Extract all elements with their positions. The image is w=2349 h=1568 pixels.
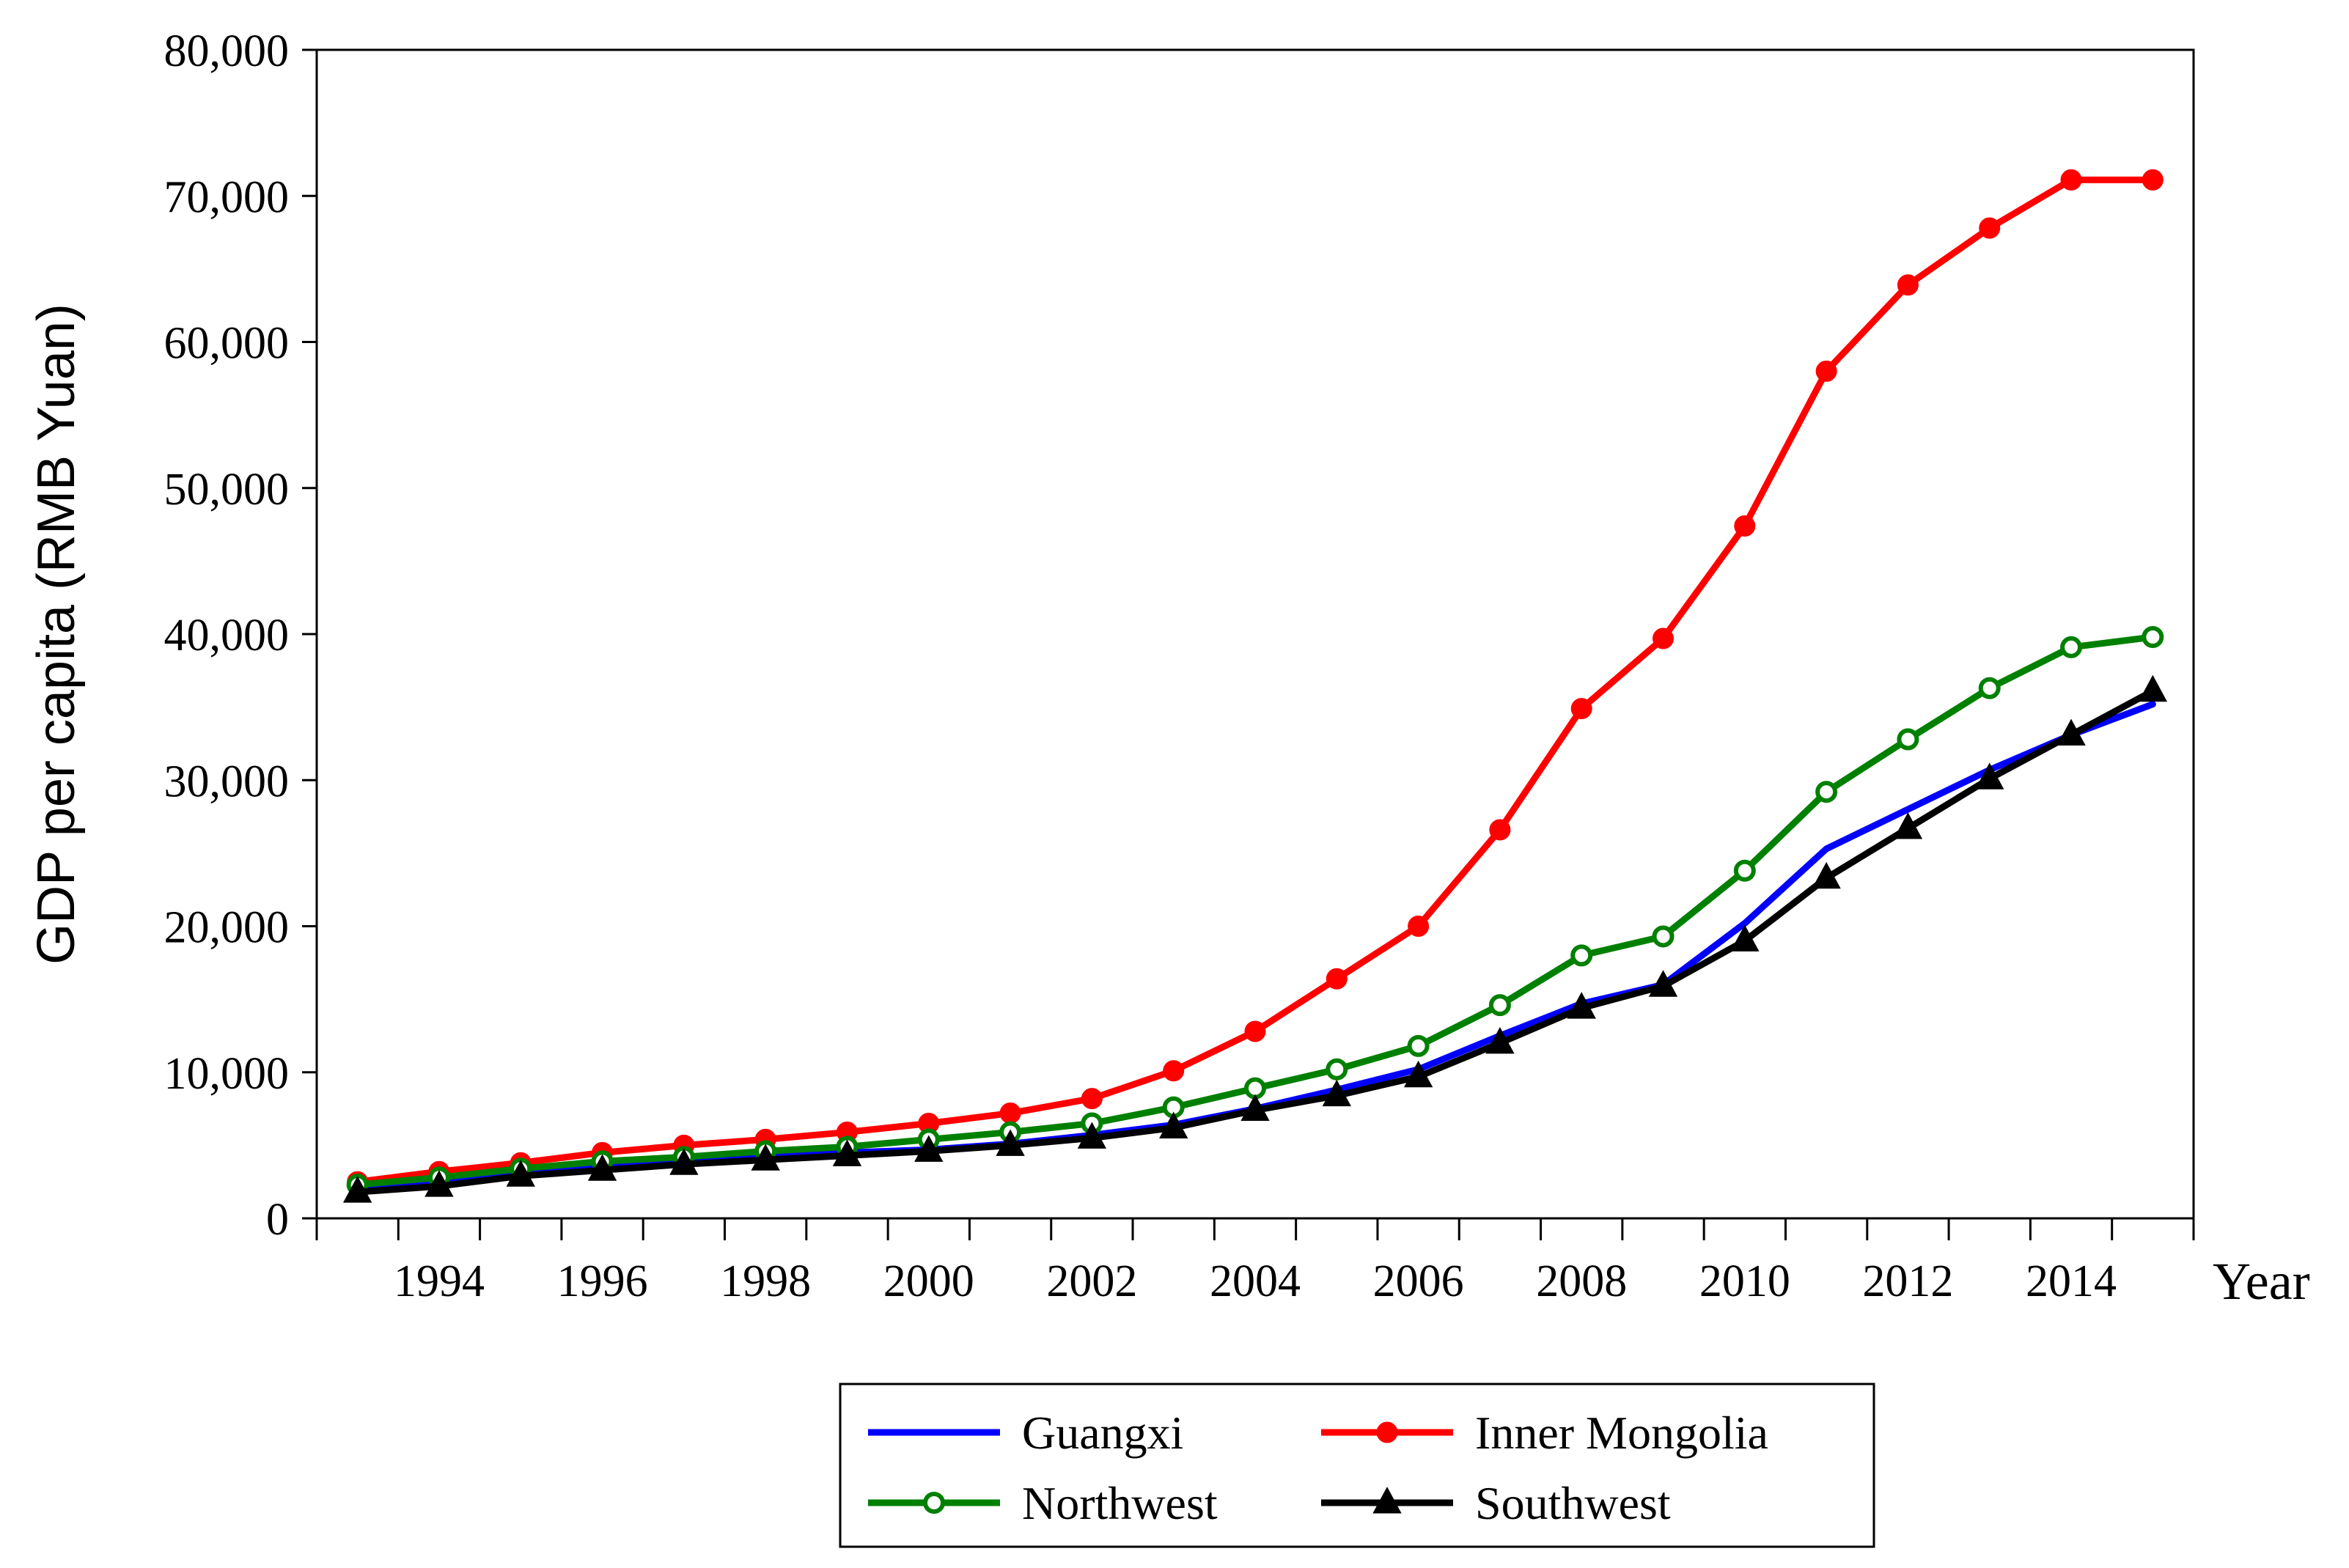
data-point-southwest — [1159, 1111, 1188, 1138]
data-point-southwest — [587, 1154, 617, 1181]
x-axis-title: Year — [2213, 1252, 2310, 1311]
legend-label-northwest: Northwest — [1022, 1477, 1218, 1529]
data-point-southwest — [669, 1148, 699, 1175]
data-point-southwest — [424, 1170, 454, 1197]
data-point-southwest — [914, 1135, 944, 1162]
data-point-northwest — [1570, 944, 1593, 967]
data-point-northwest — [1652, 925, 1675, 948]
y-tick-label: 30,000 — [164, 757, 290, 806]
x-tick-label: 2002 — [1046, 1256, 1137, 1306]
y-tick-label: 50,000 — [164, 465, 290, 515]
x-tick-label: 1998 — [720, 1256, 811, 1306]
data-point-inner-mongolia — [1570, 698, 1592, 720]
data-point-inner-mongolia — [1489, 819, 1511, 841]
series-inner-mongolia — [347, 169, 2164, 1193]
legend-marker-southwest — [1372, 1487, 1402, 1514]
data-point-southwest — [832, 1139, 862, 1166]
data-point-southwest — [506, 1160, 535, 1187]
data-point-southwest — [2138, 674, 2168, 702]
x-tick-label: 1996 — [557, 1256, 648, 1306]
data-point-northwest — [1407, 1034, 1430, 1057]
x-tick-label: 1994 — [394, 1256, 485, 1306]
legend-box — [839, 1383, 1875, 1548]
data-point-inner-mongolia — [2060, 169, 2082, 191]
data-point-southwest — [1485, 1026, 1515, 1054]
data-point-southwest — [751, 1144, 780, 1171]
data-point-northwest — [2060, 636, 2083, 658]
legend-label-inner-mongolia: Inner Mongolia — [1475, 1407, 1768, 1459]
y-tick-label: 80,000 — [164, 26, 290, 76]
legend-label-guangxi: Guangxi — [1022, 1407, 1183, 1459]
x-tick-label: 2008 — [1536, 1256, 1627, 1306]
x-tick-label: 2006 — [1373, 1256, 1464, 1306]
data-point-northwest — [1978, 677, 2001, 699]
data-point-inner-mongolia — [1326, 968, 1348, 990]
data-point-southwest — [1730, 924, 1760, 952]
y-tick-label: 40,000 — [164, 611, 290, 660]
data-point-inner-mongolia — [1815, 360, 1837, 382]
y-axis-title: GDP per capita (RMB Yuan) — [27, 303, 86, 965]
series-layer — [342, 169, 2168, 1203]
plot-frame — [315, 48, 2195, 1220]
data-point-inner-mongolia — [1734, 515, 1756, 537]
y-tick-label: 70,000 — [164, 172, 290, 222]
data-point-southwest — [1403, 1060, 1433, 1088]
data-point-southwest — [2056, 718, 2086, 746]
data-point-northwest — [1897, 728, 1919, 751]
data-point-northwest — [1733, 859, 1756, 882]
data-point-southwest — [342, 1176, 372, 1203]
data-point-northwest — [1488, 994, 1511, 1017]
data-point-southwest — [1893, 812, 1923, 839]
data-point-southwest — [1812, 861, 1841, 889]
data-point-southwest — [1975, 762, 2004, 789]
data-point-inner-mongolia — [1408, 916, 1430, 937]
x-tick-label: 2014 — [2026, 1256, 2117, 1306]
y-tick-label: 60,000 — [164, 319, 290, 369]
x-tick-label: 2012 — [1862, 1256, 1953, 1306]
data-point-southwest — [1567, 992, 1596, 1019]
data-point-southwest — [1322, 1079, 1351, 1107]
data-point-southwest — [1077, 1122, 1107, 1149]
data-point-inner-mongolia — [1897, 274, 1919, 296]
x-tick-label: 2004 — [1210, 1256, 1301, 1306]
data-point-inner-mongolia — [2142, 169, 2164, 191]
legend-marker-inner-mongolia — [1376, 1421, 1398, 1443]
data-point-inner-mongolia — [1653, 627, 1675, 649]
data-point-northwest — [1326, 1058, 1348, 1081]
data-point-southwest — [1240, 1094, 1270, 1122]
data-point-inner-mongolia — [999, 1103, 1021, 1125]
legend-label-southwest: Southwest — [1475, 1477, 1671, 1529]
axes: 0 10,000 20,000 30,000 40,000 50,000 60,000 70,… — [164, 26, 2195, 1306]
data-point-northwest — [2142, 625, 2164, 648]
data-point-southwest — [996, 1129, 1025, 1156]
data-point-inner-mongolia — [1244, 1020, 1266, 1042]
series-southwest — [342, 674, 2168, 1203]
data-point-inner-mongolia — [1081, 1088, 1103, 1110]
y-tick-label: 10,000 — [164, 1049, 290, 1099]
x-tick-label: 2000 — [883, 1256, 974, 1306]
data-point-southwest — [1648, 970, 1678, 997]
legend-marker-northwest — [923, 1492, 945, 1514]
data-point-northwest — [1815, 781, 1838, 803]
y-tick-label: 20,000 — [164, 903, 290, 953]
y-tick-label: 0 — [266, 1195, 289, 1245]
x-tick-label: 2010 — [1699, 1256, 1790, 1306]
data-point-inner-mongolia — [1979, 217, 2001, 239]
data-point-inner-mongolia — [1163, 1060, 1185, 1082]
legend: Guangxi Inner Mongolia Northwest Southwest — [839, 1383, 1875, 1548]
